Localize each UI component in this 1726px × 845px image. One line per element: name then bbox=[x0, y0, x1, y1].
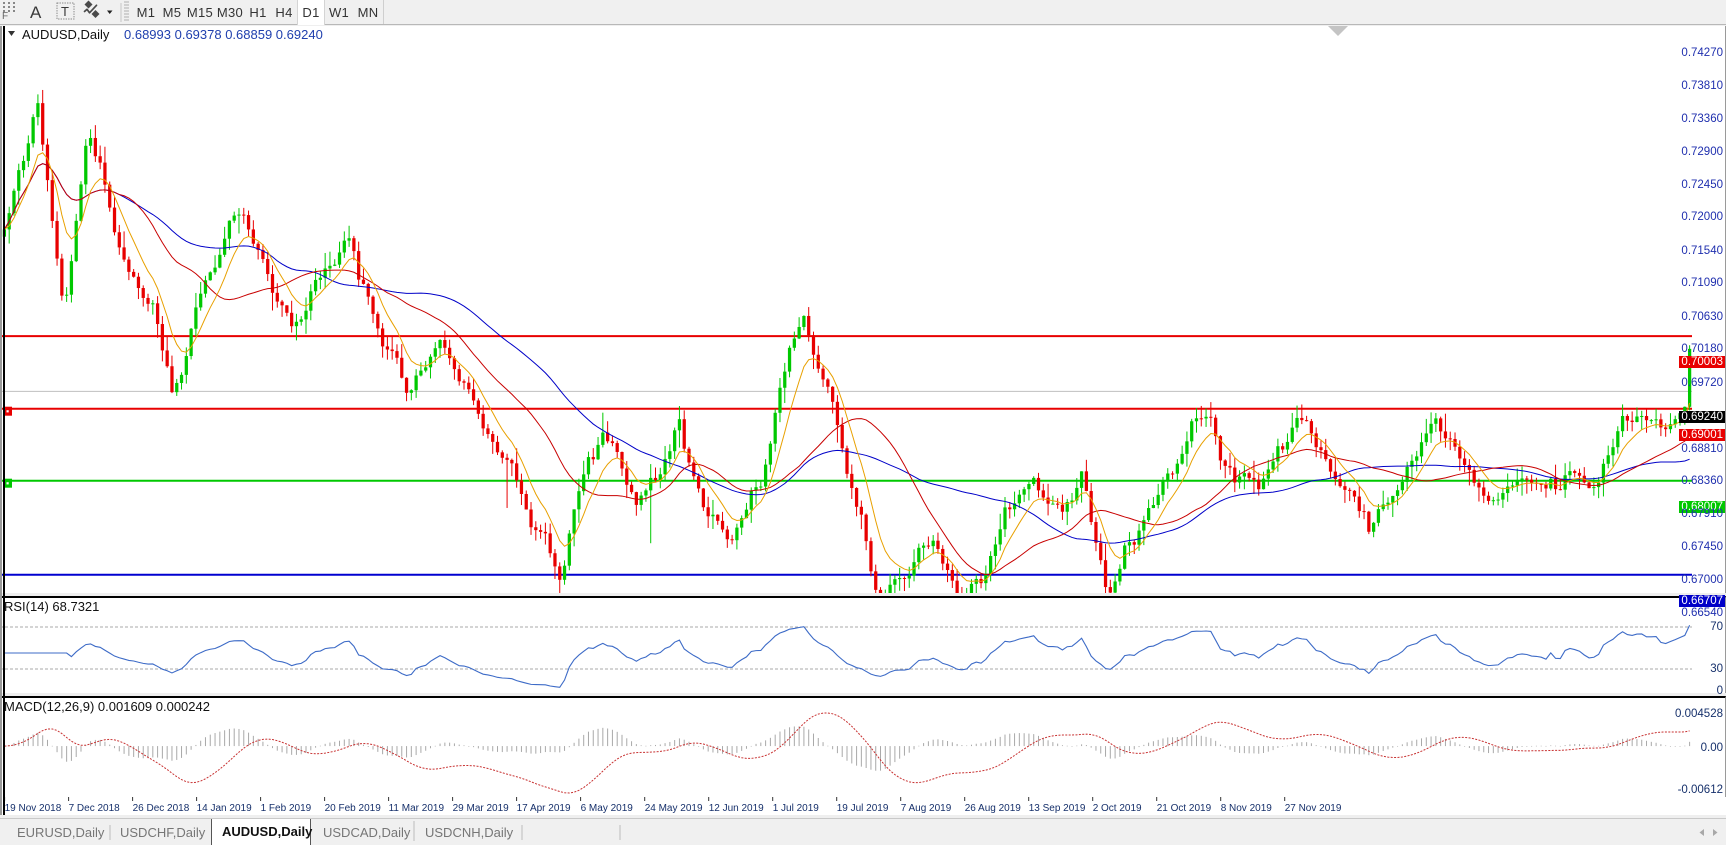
svg-text:EURUSD,Daily: EURUSD,Daily bbox=[17, 825, 105, 840]
svg-text:24 May 2019: 24 May 2019 bbox=[645, 803, 703, 814]
svg-text:T: T bbox=[61, 4, 69, 19]
svg-text:USDCAD,Daily: USDCAD,Daily bbox=[323, 825, 411, 840]
svg-text:2 Oct 2019: 2 Oct 2019 bbox=[1093, 803, 1142, 814]
svg-text:11 Mar 2019: 11 Mar 2019 bbox=[389, 803, 445, 814]
svg-text:7 Dec 2018: 7 Dec 2018 bbox=[69, 803, 121, 814]
svg-text:19 Jul 2019: 19 Jul 2019 bbox=[837, 803, 889, 814]
svg-text:A: A bbox=[30, 3, 42, 22]
svg-text:21 Oct 2019: 21 Oct 2019 bbox=[1157, 803, 1212, 814]
svg-text:USDCNH,Daily: USDCNH,Daily bbox=[425, 825, 514, 840]
svg-text:12 Jun 2019: 12 Jun 2019 bbox=[709, 803, 764, 814]
svg-text:0.68993 0.69378 0.68859 0.6924: 0.68993 0.69378 0.68859 0.69240 bbox=[124, 28, 323, 42]
svg-text:1 Jul 2019: 1 Jul 2019 bbox=[773, 803, 820, 814]
svg-text:F: F bbox=[2, 11, 8, 22]
svg-text:14 Jan 2019: 14 Jan 2019 bbox=[197, 803, 252, 814]
svg-text:19 Nov 2018: 19 Nov 2018 bbox=[5, 803, 62, 814]
svg-text:26 Dec 2018: 26 Dec 2018 bbox=[133, 803, 190, 814]
svg-text:1 Feb 2019: 1 Feb 2019 bbox=[261, 803, 312, 814]
svg-text:29 Mar 2019: 29 Mar 2019 bbox=[453, 803, 510, 814]
svg-text:USDCHF,Daily: USDCHF,Daily bbox=[120, 825, 206, 840]
svg-text:20 Feb 2019: 20 Feb 2019 bbox=[325, 803, 382, 814]
svg-text:8 Nov 2019: 8 Nov 2019 bbox=[1221, 803, 1273, 814]
svg-text:17 Apr 2019: 17 Apr 2019 bbox=[517, 803, 571, 814]
svg-text:AUDUSD,Daily: AUDUSD,Daily bbox=[22, 28, 110, 42]
svg-text:7 Aug 2019: 7 Aug 2019 bbox=[901, 803, 952, 814]
svg-text:6 May 2019: 6 May 2019 bbox=[581, 803, 634, 814]
svg-text:27 Nov 2019: 27 Nov 2019 bbox=[1285, 803, 1342, 814]
svg-text:26 Aug 2019: 26 Aug 2019 bbox=[965, 803, 1022, 814]
svg-text:MACD(12,26,9) 0.001609 0.00024: MACD(12,26,9) 0.001609 0.000242 bbox=[4, 699, 210, 714]
svg-text:13 Sep 2019: 13 Sep 2019 bbox=[1029, 803, 1086, 814]
svg-text:RSI(14) 68.7321: RSI(14) 68.7321 bbox=[4, 599, 99, 614]
